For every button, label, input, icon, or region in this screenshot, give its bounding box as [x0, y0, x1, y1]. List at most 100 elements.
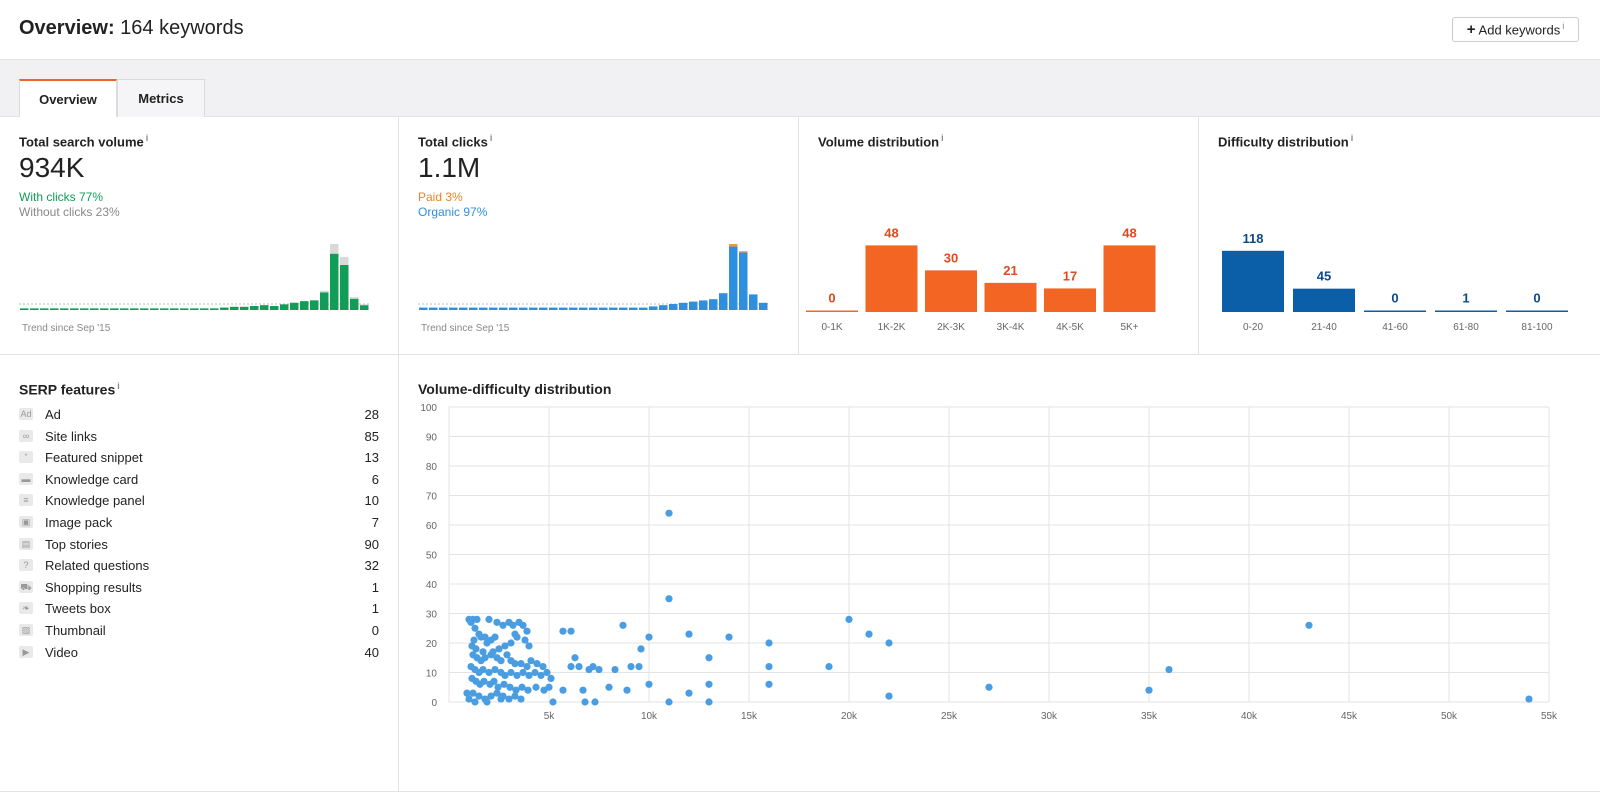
scatter-point[interactable]	[705, 698, 713, 706]
clicks-trend-bar[interactable]	[549, 307, 558, 310]
scatter-point[interactable]	[470, 636, 478, 644]
scatter-point[interactable]	[471, 698, 479, 706]
search-volume-trend-bar[interactable]	[90, 308, 99, 310]
search-volume-trend-bar[interactable]	[170, 308, 179, 310]
search-volume-trend-bar[interactable]	[280, 304, 289, 310]
scatter-point[interactable]	[495, 645, 503, 653]
scatter-point[interactable]	[589, 663, 597, 671]
scatter-point[interactable]	[567, 663, 575, 671]
search-volume-trend-bar[interactable]	[50, 308, 59, 310]
search-volume-trend-bar[interactable]	[150, 308, 159, 310]
serp-feature-row[interactable]: ❧ Tweets box 1	[19, 599, 379, 620]
clicks-trend-bar[interactable]	[439, 307, 448, 310]
clicks-trend-bar[interactable]	[649, 306, 658, 310]
clicks-trend-bar[interactable]	[619, 307, 628, 310]
scatter-point[interactable]	[511, 692, 519, 700]
volume-bar[interactable]	[865, 245, 918, 312]
volume-bar[interactable]	[925, 270, 977, 312]
scatter-point[interactable]	[490, 677, 498, 685]
scatter-point[interactable]	[479, 665, 487, 674]
search-volume-trend-bar[interactable]	[140, 308, 149, 310]
serp-feature-row[interactable]: ≡ Knowledge panel 10	[19, 491, 379, 512]
clicks-trend-bar[interactable]	[739, 252, 748, 310]
search-volume-trend-bar[interactable]	[130, 308, 139, 310]
scatter-point[interactable]	[503, 651, 511, 659]
serp-feature-row[interactable]: ∞ Site links 85	[19, 427, 379, 448]
scatter-point[interactable]	[645, 680, 653, 688]
scatter-point[interactable]	[559, 686, 567, 694]
clicks-trend-bar[interactable]	[699, 300, 708, 310]
scatter-point[interactable]	[685, 689, 693, 697]
search-volume-trend-bar[interactable]	[100, 308, 109, 310]
difficulty-bar[interactable]	[1506, 310, 1568, 313]
scatter-point[interactable]	[483, 698, 491, 706]
scatter-point[interactable]	[537, 671, 545, 680]
scatter-point[interactable]	[463, 689, 471, 697]
search-volume-trend-bar[interactable]	[120, 308, 129, 310]
scatter-point[interactable]	[619, 621, 627, 629]
search-volume-trend-bar[interactable]	[160, 308, 169, 310]
clicks-trend-bar[interactable]	[749, 294, 758, 310]
clicks-trend-bar[interactable]	[419, 307, 428, 310]
scatter-point[interactable]	[581, 698, 589, 706]
scatter-point[interactable]	[1525, 695, 1533, 703]
scatter-point[interactable]	[519, 668, 527, 677]
scatter-point[interactable]	[517, 660, 525, 668]
scatter-point[interactable]	[885, 639, 893, 647]
scatter-point[interactable]	[579, 686, 587, 694]
scatter-point[interactable]	[525, 671, 533, 680]
clicks-trend-bar[interactable]	[689, 301, 698, 310]
scatter-point[interactable]	[485, 668, 493, 677]
clicks-trend-bar[interactable]	[659, 305, 668, 310]
serp-feature-row[interactable]: ▬ Knowledge card 6	[19, 470, 379, 491]
scatter-point[interactable]	[507, 668, 515, 677]
scatter-point[interactable]	[501, 642, 509, 650]
scatter-point[interactable]	[765, 680, 773, 688]
search-volume-trend-bar[interactable]	[330, 253, 339, 310]
scatter-point[interactable]	[481, 654, 489, 662]
clicks-trend-bar[interactable]	[599, 307, 608, 310]
clicks-trend-bar[interactable]	[629, 307, 638, 310]
clicks-trend-bar[interactable]	[519, 307, 528, 310]
scatter-point[interactable]	[517, 695, 525, 703]
scatter-point[interactable]	[595, 665, 603, 674]
search-volume-trend-bar[interactable]	[80, 308, 89, 310]
search-volume-trend-bar[interactable]	[250, 305, 259, 310]
scatter-point[interactable]	[501, 671, 509, 680]
scatter-point[interactable]	[523, 663, 531, 671]
search-volume-trend-bar[interactable]	[310, 300, 319, 310]
volume-bar[interactable]	[1103, 245, 1156, 312]
search-volume-trend-bar[interactable]	[260, 305, 269, 310]
clicks-trend-bar[interactable]	[709, 299, 718, 310]
scatter-point[interactable]	[511, 660, 519, 668]
scatter-point[interactable]	[472, 645, 480, 653]
serp-feature-row[interactable]: ▶ Video 40	[19, 643, 379, 664]
clicks-trend-bar[interactable]	[499, 307, 508, 310]
volume-bar[interactable]	[1044, 288, 1096, 312]
scatter-point[interactable]	[519, 621, 527, 629]
clicks-trend-bar[interactable]	[589, 307, 598, 310]
scatter-point[interactable]	[549, 698, 557, 706]
scatter-point[interactable]	[493, 618, 501, 626]
scatter-point[interactable]	[467, 618, 475, 626]
clicks-trend-bar[interactable]	[529, 307, 538, 310]
difficulty-bar[interactable]	[1435, 310, 1497, 313]
info-icon[interactable]: i	[117, 381, 120, 391]
scatter-point[interactable]	[491, 665, 499, 674]
clicks-trend-bar[interactable]	[669, 304, 678, 310]
volume-bar[interactable]	[984, 282, 1037, 312]
serp-feature-row[interactable]: ▤ Top stories 90	[19, 535, 379, 556]
search-volume-trend-bar[interactable]	[190, 308, 199, 310]
scatter-point[interactable]	[637, 645, 645, 653]
scatter-point[interactable]	[500, 680, 508, 688]
scatter-point[interactable]	[545, 683, 553, 691]
scatter-point[interactable]	[491, 633, 499, 641]
scatter-point[interactable]	[469, 689, 477, 697]
serp-feature-row[interactable]: ▣ Image pack 7	[19, 513, 379, 534]
clicks-trend-bar[interactable]	[539, 307, 548, 310]
scatter-point[interactable]	[705, 680, 713, 688]
tab-metrics[interactable]: Metrics	[117, 79, 205, 117]
scatter-point[interactable]	[487, 692, 495, 700]
scatter-point[interactable]	[705, 654, 713, 662]
search-volume-trend-bar[interactable]	[30, 308, 39, 310]
